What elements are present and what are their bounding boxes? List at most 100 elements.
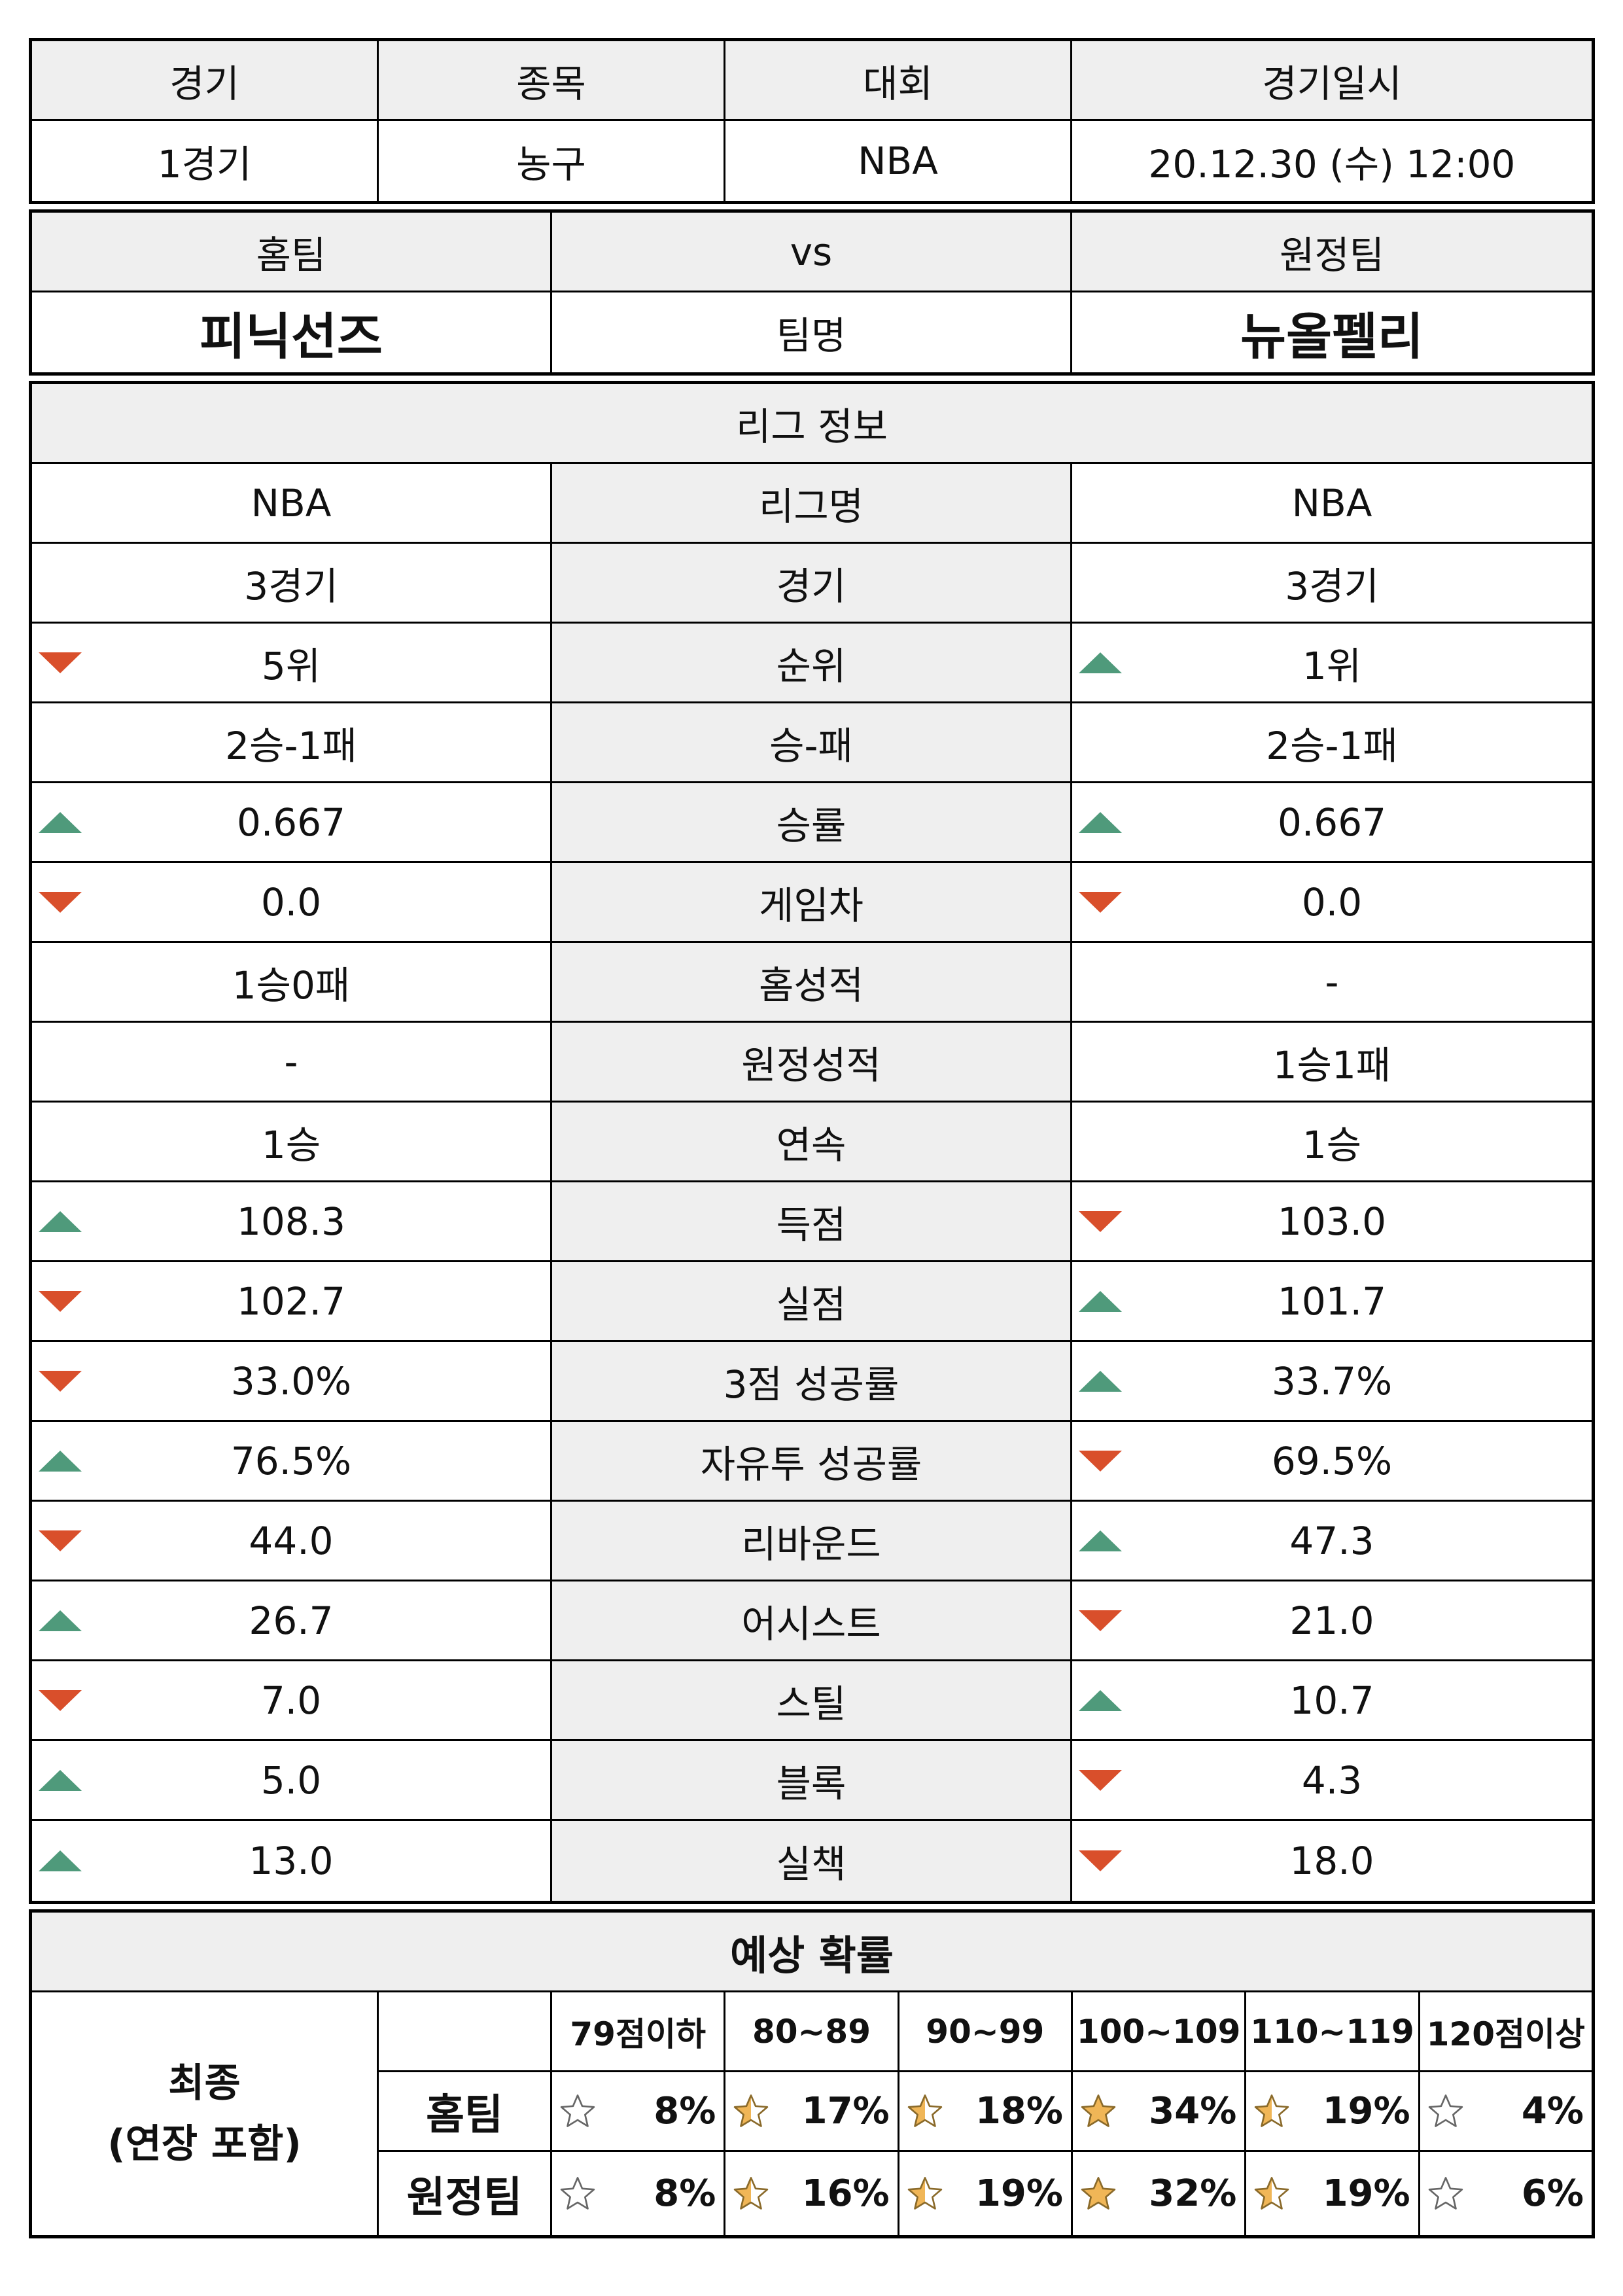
away-team-name: 뉴올펠리 <box>1240 308 1423 366</box>
away-stat-value: 1승 <box>1302 1122 1362 1167</box>
up-triangle-icon <box>1079 1530 1122 1551</box>
league-row: - 원정성적 1승1패 <box>32 1023 1592 1103</box>
down-triangle-icon <box>1079 1210 1122 1232</box>
league-row: 1승 연속 1승 <box>32 1103 1592 1182</box>
game-datetime: 20.12.30 (수) 12:00 <box>1148 142 1516 186</box>
stat-label: 승률 <box>552 783 1072 861</box>
league-row: 76.5% 자유투 성공률 69.5% <box>32 1422 1592 1502</box>
away-stat-value: 3경기 <box>1285 563 1379 609</box>
away-stat-value: 33.7% <box>1271 1358 1393 1404</box>
home-stat-value: 108.3 <box>236 1199 346 1244</box>
away-stat-value: 4.3 <box>1301 1757 1363 1803</box>
home-stat-value: 44.0 <box>249 1518 334 1563</box>
away-stat-value: 2승-1패 <box>1266 723 1398 768</box>
away-stat-cell: 103.0 <box>1072 1182 1592 1260</box>
score-range-header: 80~89 <box>725 1992 899 2070</box>
league-row: 7.0 스틸 10.7 <box>32 1661 1592 1741</box>
home-stat-cell: 7.0 <box>32 1661 552 1739</box>
home-stat-value: 0.667 <box>236 800 346 845</box>
home-stat-value: 2승-1패 <box>225 723 357 768</box>
away-stat-cell: NBA <box>1072 464 1592 542</box>
home-stat-value: 3경기 <box>244 563 338 609</box>
away-stat-cell: 4.3 <box>1072 1741 1592 1819</box>
home-stat-value: 76.5% <box>230 1438 352 1483</box>
score-range-header: 79점이하 <box>552 1992 726 2070</box>
home-stat-value: NBA <box>251 480 332 525</box>
league-row: 0.0 게임차 0.0 <box>32 863 1592 943</box>
home-team-label: 홈팀 <box>32 213 552 291</box>
up-triangle-icon <box>1079 1290 1122 1312</box>
stat-label: 어시스트 <box>552 1581 1072 1659</box>
down-triangle-icon <box>39 1370 82 1392</box>
game-info-value-row: 1경기 농구 NBA 20.12.30 (수) 12:00 <box>32 121 1592 201</box>
up-triangle-icon <box>39 1850 82 1871</box>
away-stat-cell: 33.7% <box>1072 1342 1592 1420</box>
home-stat-cell: 0.0 <box>32 863 552 941</box>
away-stat-cell: 0.667 <box>1072 783 1592 861</box>
up-triangle-icon <box>39 1210 82 1232</box>
down-triangle-icon <box>1079 1450 1122 1472</box>
home-stat-cell: - <box>32 1023 552 1101</box>
away-probability-cell: 8% <box>552 2152 726 2235</box>
probability-body: 최종 (연장 포함) 79점이하 80~89 90~99 100~109 110~119… <box>32 1992 1592 2235</box>
home-probability-cell: 19% <box>1246 2072 1420 2150</box>
home-stat-cell: 26.7 <box>32 1581 552 1659</box>
league-row: 26.7 어시스트 21.0 <box>32 1581 1592 1661</box>
away-stat-value: 69.5% <box>1271 1438 1393 1483</box>
stat-label: 스틸 <box>552 1661 1072 1739</box>
away-probability-cell: 32% <box>1073 2152 1247 2235</box>
league-row: 5.0 블록 4.3 <box>32 1741 1592 1821</box>
probability-grid: 79점이하 80~89 90~99 100~109 110~119 120점이상 홈팀 8… <box>379 1992 1592 2235</box>
home-stat-cell: 108.3 <box>32 1182 552 1260</box>
teams-header-row: 홈팀 vs 원정팀 <box>32 213 1592 292</box>
final-label: 최종 (연장 포함) <box>32 1992 379 2235</box>
home-stat-value: 1승 <box>261 1122 321 1167</box>
score-range-header: 120점이상 <box>1426 2015 1585 2053</box>
home-probability-value: 18% <box>975 2090 1063 2132</box>
down-triangle-icon <box>1079 1769 1122 1791</box>
stat-label: 게임차 <box>552 863 1072 941</box>
away-probability-value: 16% <box>801 2172 890 2215</box>
header-game: 경기 <box>32 41 379 119</box>
league-row: 5위 순위 1위 <box>32 624 1592 703</box>
stat-label: 리그명 <box>552 464 1072 542</box>
away-stat-value: 101.7 <box>1277 1279 1387 1324</box>
home-probability-label: 홈팀 <box>379 2072 552 2150</box>
empty-star-icon <box>560 2176 595 2210</box>
empty-star-icon <box>1428 2176 1463 2210</box>
header-competition: 대회 <box>725 41 1072 119</box>
league-row: 102.7 실점 101.7 <box>32 1262 1592 1342</box>
home-stat-cell: 5위 <box>32 624 552 701</box>
away-stat-value: 1위 <box>1302 643 1362 688</box>
down-triangle-icon <box>1079 891 1122 913</box>
score-range-header: 100~109 <box>1073 1992 1247 2070</box>
league-row: 44.0 리바운드 47.3 <box>32 1502 1592 1581</box>
final-label-line2: (연장 포함) <box>107 2121 302 2167</box>
header-sport: 종목 <box>379 41 725 119</box>
home-stat-value: - <box>284 1039 298 1084</box>
half-star-icon <box>1255 2094 1289 2127</box>
up-triangle-icon <box>39 1769 82 1791</box>
stat-label: 실책 <box>552 1821 1072 1901</box>
home-probability-cell: 18% <box>899 2072 1073 2150</box>
away-stat-value: 0.0 <box>1301 879 1363 925</box>
away-stat-value: 21.0 <box>1289 1598 1374 1643</box>
away-stat-value: 47.3 <box>1289 1518 1374 1563</box>
away-stat-value: 1승1패 <box>1272 1042 1391 1087</box>
home-stat-value: 13.0 <box>249 1839 334 1883</box>
home-stat-value: 102.7 <box>236 1279 346 1324</box>
home-stat-cell: 5.0 <box>32 1741 552 1819</box>
away-probability-value: 6% <box>1521 2172 1584 2215</box>
league-row: NBA 리그명 NBA <box>32 464 1592 544</box>
stat-label: 블록 <box>552 1741 1072 1819</box>
down-triangle-icon <box>39 1530 82 1551</box>
game-number: 1경기 <box>32 121 379 201</box>
away-probability-value: 8% <box>654 2172 716 2215</box>
home-stat-cell: 44.0 <box>32 1502 552 1580</box>
home-stat-cell: NBA <box>32 464 552 542</box>
away-stat-cell: 18.0 <box>1072 1821 1592 1901</box>
away-probability-cell: 19% <box>1246 2152 1420 2235</box>
home-stat-value: 1승0패 <box>232 963 351 1008</box>
up-triangle-icon <box>1079 1689 1122 1711</box>
half-star-icon <box>734 2094 769 2127</box>
